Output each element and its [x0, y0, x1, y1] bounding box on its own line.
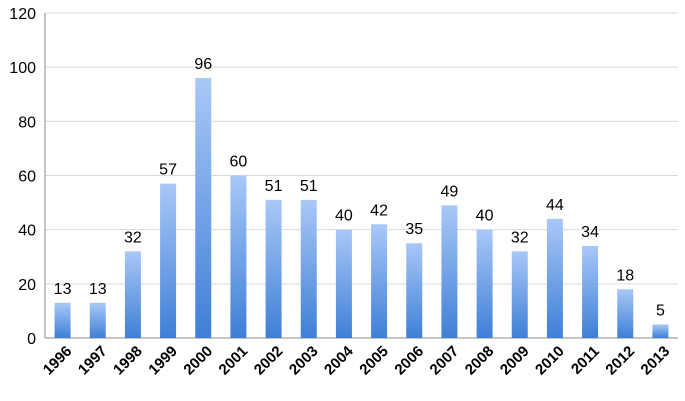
bar-2011 — [582, 245, 599, 338]
x-axis-tick-labels: 1996 1997 1998 1999 2000 2001 2002 2003 2004 2005… — [40, 342, 673, 378]
data-label-2013: 5 — [656, 302, 665, 319]
bar-2007 — [441, 205, 458, 338]
x-tick-label-2009: 2009 — [497, 343, 533, 379]
data-label-2003: 51 — [300, 178, 318, 195]
x-tick-label-2003: 2003 — [286, 343, 322, 379]
x-tick-label-2002: 2002 — [251, 343, 287, 379]
bar-2013 — [652, 324, 669, 338]
y-tick-label: 100 — [9, 60, 36, 77]
data-label-2004: 40 — [335, 208, 353, 225]
data-label-2005: 42 — [370, 202, 388, 219]
x-tick-label-1999: 1999 — [145, 343, 181, 379]
x-tick-label-2008: 2008 — [462, 343, 498, 379]
bar-1998 — [124, 251, 141, 338]
data-labels: 13 13 32 57 96 60 51 51 40 42 35 49 40 32 44 34 18 5 — [54, 56, 665, 319]
data-label-2008: 40 — [476, 208, 494, 225]
data-label-2001: 60 — [230, 154, 248, 171]
y-tick-label: 60 — [18, 169, 36, 186]
y-tick-label: 0 — [27, 331, 36, 348]
y-tick-label: 120 — [9, 6, 36, 23]
x-tick-label-2007: 2007 — [427, 343, 463, 379]
bar-2003 — [300, 199, 317, 338]
data-label-2007: 49 — [441, 183, 459, 200]
data-label-2002: 51 — [265, 178, 283, 195]
bar-2010 — [546, 218, 563, 338]
x-tick-label-2010: 2010 — [532, 343, 568, 379]
x-tick-label-2001: 2001 — [216, 343, 252, 379]
bar-2004 — [335, 229, 352, 338]
bar-1999 — [160, 183, 177, 338]
x-tick-label-2012: 2012 — [602, 343, 638, 379]
bars — [54, 78, 669, 338]
x-tick-label-2005: 2005 — [356, 343, 392, 379]
gridlines — [45, 12, 678, 285]
y-tick-label: 40 — [18, 223, 36, 240]
x-tick-label-2004: 2004 — [321, 342, 357, 378]
bar-2009 — [511, 251, 528, 338]
data-label-2010: 44 — [546, 197, 564, 214]
y-tick-label: 20 — [18, 277, 36, 294]
bar-1997 — [89, 302, 106, 338]
data-label-2000: 96 — [194, 56, 212, 73]
axes — [44, 13, 678, 339]
y-tick-label: 80 — [18, 114, 36, 131]
x-tick-label-2006: 2006 — [391, 343, 427, 379]
x-tick-label-1996: 1996 — [40, 343, 76, 379]
x-tick-label-1997: 1997 — [75, 343, 111, 379]
data-label-1996: 13 — [54, 281, 72, 298]
bar-1996 — [54, 302, 71, 338]
bar-2008 — [476, 229, 493, 338]
data-label-2009: 32 — [511, 229, 529, 246]
bar-2012 — [617, 289, 634, 338]
data-label-2011: 34 — [581, 224, 599, 241]
bar-2001 — [230, 175, 247, 338]
bar-2000 — [195, 78, 212, 338]
x-tick-label-2000: 2000 — [180, 343, 216, 379]
data-label-1998: 32 — [124, 229, 142, 246]
x-tick-label-1998: 1998 — [110, 343, 146, 379]
data-label-1997: 13 — [89, 281, 107, 298]
x-tick-label-2011: 2011 — [568, 343, 603, 378]
data-label-2012: 18 — [616, 267, 634, 284]
data-label-1999: 57 — [159, 162, 177, 179]
y-axis-tick-labels: 0 20 40 60 80 100 120 — [9, 6, 36, 348]
x-tick-label-2013: 2013 — [638, 343, 674, 379]
bar-2005 — [371, 224, 388, 338]
bar-2006 — [406, 243, 423, 338]
bar-2002 — [265, 199, 282, 338]
data-label-2006: 35 — [405, 221, 423, 238]
